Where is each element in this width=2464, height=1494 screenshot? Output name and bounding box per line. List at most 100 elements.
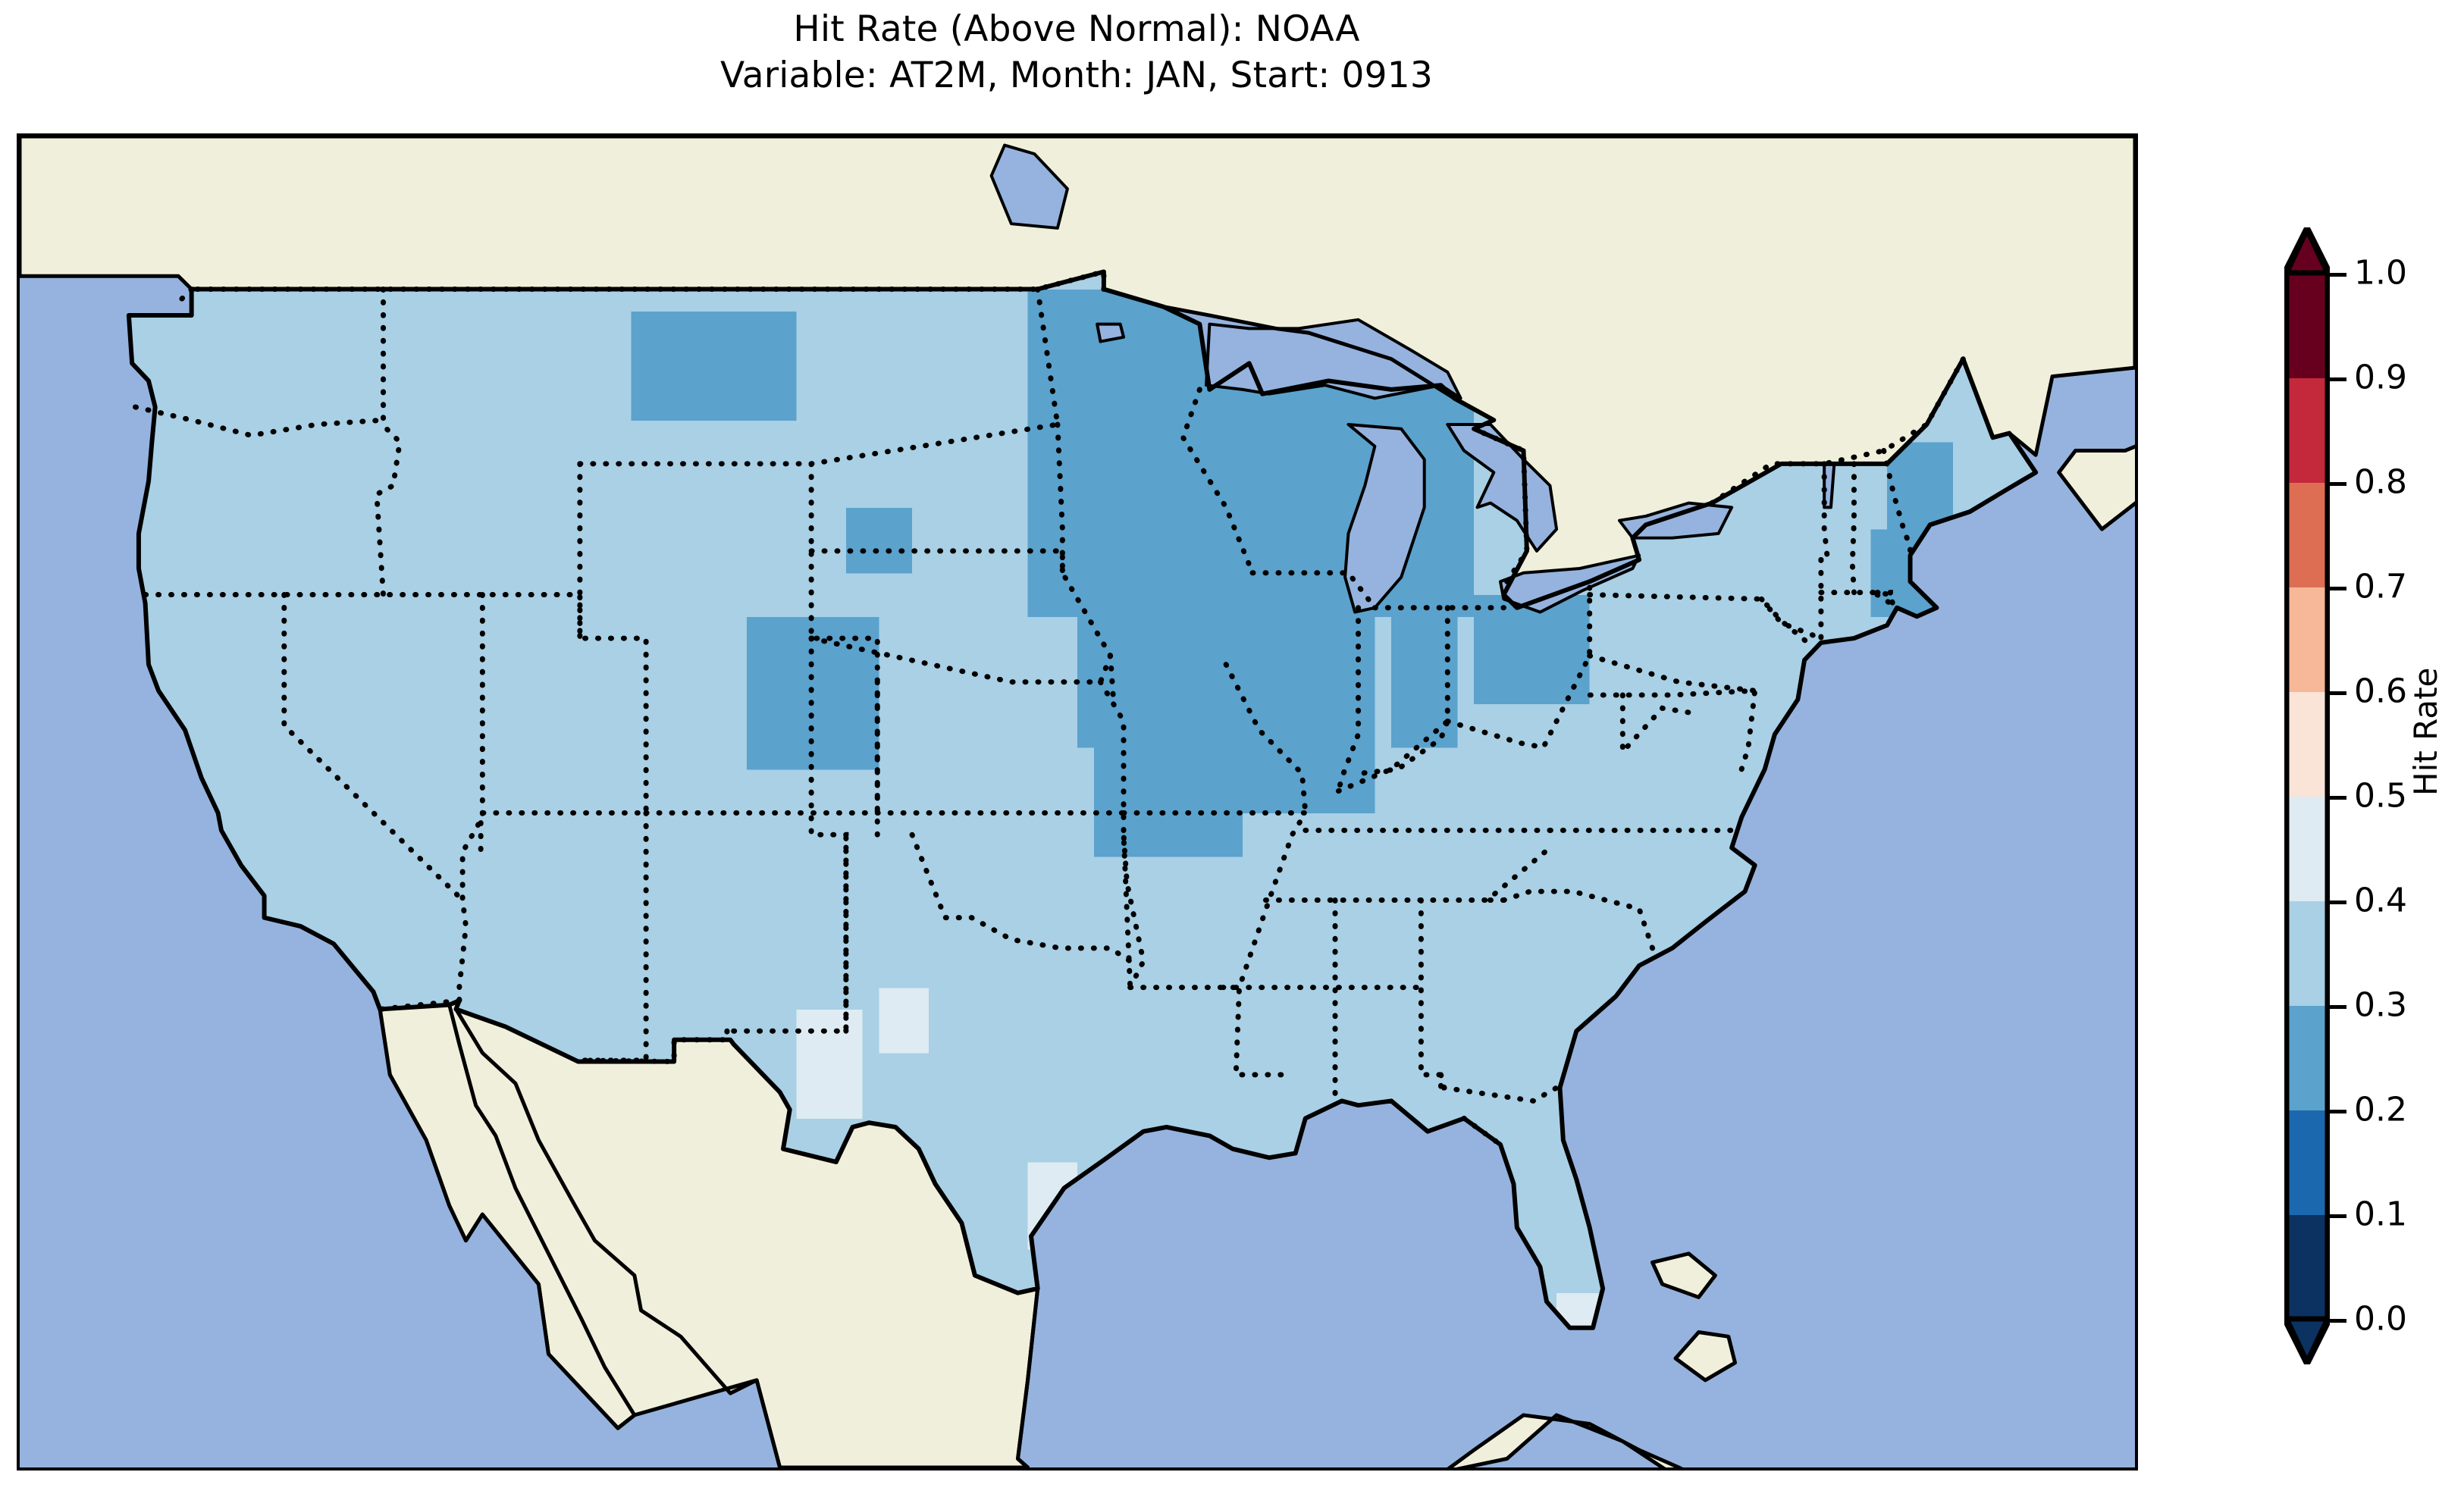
grid-cell xyxy=(1705,616,1723,639)
grid-cell xyxy=(928,485,946,508)
grid-cell xyxy=(1424,638,1442,661)
grid-cell xyxy=(1606,900,1623,922)
grid-cell xyxy=(1209,1031,1227,1054)
grid-cell xyxy=(201,725,219,748)
grid-cell xyxy=(614,813,632,835)
grid-cell xyxy=(1424,944,1442,966)
grid-cell xyxy=(152,550,169,574)
grid-cell xyxy=(779,572,798,596)
grid-cell xyxy=(1639,638,1657,661)
grid-cell xyxy=(1027,900,1045,922)
grid-cell xyxy=(614,507,632,530)
grid-cell xyxy=(1242,1053,1260,1076)
grid-cell xyxy=(1027,354,1045,377)
grid-cell xyxy=(400,463,417,487)
grid-cell xyxy=(829,944,847,966)
grid-cell xyxy=(1061,835,1078,857)
grid-cell xyxy=(1061,289,1078,312)
grid-cell xyxy=(1474,1096,1491,1119)
grid-cell xyxy=(928,944,946,966)
grid-cell xyxy=(763,507,781,530)
grid-cell xyxy=(432,572,450,596)
grid-cell xyxy=(1193,485,1210,508)
grid-cell xyxy=(1292,791,1309,813)
grid-cell xyxy=(1242,485,1260,508)
grid-cell xyxy=(1011,594,1029,617)
grid-cell xyxy=(251,725,268,748)
grid-cell xyxy=(366,900,384,922)
grid-cell xyxy=(1655,747,1673,770)
grid-cell xyxy=(1457,965,1475,988)
grid-cell xyxy=(796,1031,813,1054)
grid-cell xyxy=(614,550,632,574)
grid-cell xyxy=(1309,638,1326,661)
grid-cell xyxy=(416,485,434,508)
grid-cell xyxy=(995,616,1012,639)
grid-cell xyxy=(1672,550,1690,574)
grid-cell xyxy=(1061,485,1078,508)
grid-cell xyxy=(978,616,995,639)
grid-cell xyxy=(697,442,715,465)
grid-cell xyxy=(597,616,616,639)
grid-cell xyxy=(1259,725,1277,748)
grid-cell xyxy=(813,594,830,617)
grid-cell xyxy=(334,594,351,617)
grid-cell xyxy=(1523,1205,1541,1228)
grid-cell xyxy=(1358,638,1375,661)
grid-cell xyxy=(1259,659,1277,683)
grid-cell xyxy=(466,835,483,857)
grid-cell xyxy=(1176,944,1194,966)
grid-cell xyxy=(1242,769,1260,792)
grid-cell xyxy=(763,1009,781,1032)
grid-cell xyxy=(1572,747,1591,770)
grid-cell xyxy=(218,594,235,617)
grid-cell xyxy=(1523,1140,1541,1163)
grid-cell xyxy=(1127,659,1144,683)
grid-cell xyxy=(961,813,979,835)
grid-cell xyxy=(796,507,813,530)
grid-cell xyxy=(1324,485,1343,508)
grid-cell xyxy=(680,813,698,835)
grid-cell xyxy=(995,572,1012,596)
grid-cell xyxy=(697,747,715,770)
grid-cell xyxy=(1209,638,1227,661)
grid-cell xyxy=(978,1118,995,1141)
grid-cell xyxy=(995,638,1012,661)
grid-cell xyxy=(961,769,979,792)
grid-cell xyxy=(1375,1009,1392,1032)
grid-cell xyxy=(1275,791,1293,813)
grid-cell xyxy=(978,289,995,312)
grid-cell xyxy=(1077,813,1095,835)
grid-cell xyxy=(928,463,946,487)
grid-cell xyxy=(730,1009,748,1032)
grid-cell xyxy=(945,1009,963,1032)
grid-cell xyxy=(1077,507,1095,530)
grid-cell xyxy=(697,813,715,835)
grid-cell xyxy=(895,485,913,508)
grid-cell xyxy=(499,835,516,857)
grid-cell xyxy=(664,987,682,1010)
grid-cell xyxy=(730,376,748,399)
grid-cell xyxy=(813,1118,830,1141)
grid-cell xyxy=(1490,878,1508,901)
grid-cell xyxy=(449,354,467,377)
grid-cell xyxy=(1606,791,1623,813)
grid-cell xyxy=(1341,398,1359,421)
grid-cell xyxy=(697,987,715,1010)
grid-cell xyxy=(1127,835,1144,857)
grid-cell xyxy=(432,398,450,421)
grid-cell xyxy=(1292,922,1309,944)
grid-cell xyxy=(1044,1009,1061,1032)
grid-cell xyxy=(813,769,830,792)
grid-cell xyxy=(1110,922,1128,944)
grid-cell xyxy=(1226,769,1243,792)
grid-cell xyxy=(912,1053,929,1076)
grid-cell xyxy=(1176,791,1194,813)
grid-cell xyxy=(449,398,467,421)
grid-cell xyxy=(499,638,516,661)
grid-cell xyxy=(763,791,781,813)
grid-cell xyxy=(961,550,979,574)
map-axes[interactable] xyxy=(17,133,2138,1471)
grid-cell xyxy=(482,311,500,334)
grid-cell xyxy=(697,922,715,944)
